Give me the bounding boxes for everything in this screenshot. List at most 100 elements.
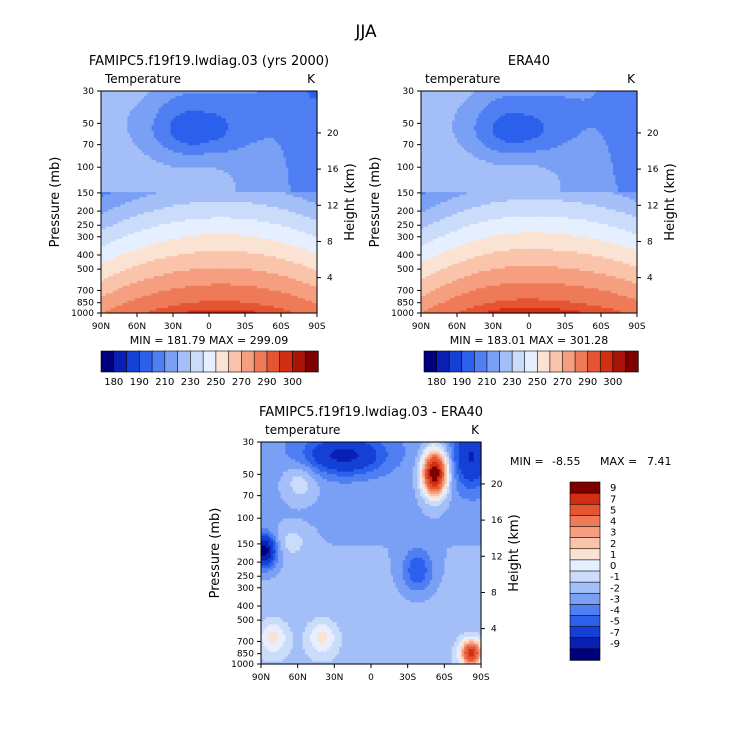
model-cell xyxy=(158,130,162,134)
model-cell xyxy=(139,197,143,201)
model-cell xyxy=(113,187,116,191)
model-cell xyxy=(245,152,248,156)
model-cell xyxy=(269,125,272,129)
model-cell xyxy=(297,142,301,146)
model-cell xyxy=(302,108,306,112)
model-cell xyxy=(180,110,184,114)
model-cell xyxy=(257,184,260,188)
model-cell xyxy=(185,118,188,122)
model-cell xyxy=(206,172,210,176)
model-cell xyxy=(211,118,215,122)
model-cell xyxy=(175,179,179,183)
model-cell xyxy=(237,184,241,188)
model-cell xyxy=(273,194,277,198)
model-cell xyxy=(276,91,280,95)
model-cell xyxy=(237,172,241,176)
model-cell xyxy=(101,93,104,97)
model-cell xyxy=(141,189,145,193)
model-cell xyxy=(197,91,200,95)
model-cell xyxy=(305,187,308,191)
model-cell xyxy=(134,147,138,151)
model-cell xyxy=(305,189,308,193)
model-cell xyxy=(288,91,292,95)
model-cell xyxy=(305,137,308,141)
model-cell xyxy=(206,182,210,186)
model-cell xyxy=(276,167,280,171)
model-cell xyxy=(156,152,160,156)
model-cell xyxy=(103,120,107,124)
model-cell xyxy=(290,194,294,198)
model-cell xyxy=(254,118,258,122)
model-cell xyxy=(218,123,222,127)
model-cell xyxy=(312,145,316,149)
model-cell xyxy=(141,192,145,196)
model-cell xyxy=(105,192,109,196)
model-cell xyxy=(206,98,210,102)
model-cell xyxy=(194,108,198,112)
model-cell xyxy=(288,160,292,164)
model-cell xyxy=(283,165,287,169)
model-cell xyxy=(266,182,270,186)
model-cell xyxy=(173,100,176,104)
model-cell xyxy=(276,93,280,97)
model-cell xyxy=(151,192,155,196)
model-cell xyxy=(242,142,246,146)
model-cell xyxy=(165,130,169,134)
model-cell xyxy=(105,125,109,129)
model-cell xyxy=(170,130,174,134)
model-cell xyxy=(153,118,157,122)
model-cell xyxy=(185,152,188,156)
model-cell xyxy=(146,91,150,95)
model-cell xyxy=(170,184,174,188)
model-cell xyxy=(161,135,164,139)
model-cell xyxy=(139,179,143,183)
model-cell xyxy=(168,110,172,114)
model-cell xyxy=(230,152,234,156)
model-cell xyxy=(230,98,234,102)
model-cell xyxy=(165,167,169,171)
model-cell xyxy=(117,110,121,114)
model-cell xyxy=(134,135,138,139)
model-cell xyxy=(129,187,133,191)
model-cell xyxy=(105,199,109,203)
model-cell xyxy=(156,192,160,196)
model-cell xyxy=(144,192,148,196)
model-cell xyxy=(108,177,112,181)
model-cell xyxy=(156,167,160,171)
model-cell xyxy=(149,110,152,114)
model-cell xyxy=(314,167,318,171)
model-cell xyxy=(305,155,308,159)
model-cell xyxy=(161,199,164,203)
model-cell xyxy=(233,95,236,99)
model-cell xyxy=(139,135,143,139)
model-cell xyxy=(151,172,155,176)
model-cell xyxy=(266,152,270,156)
model-cell xyxy=(158,135,162,139)
model-cell xyxy=(266,147,270,151)
model-cell xyxy=(194,194,198,198)
model-cell xyxy=(235,142,239,146)
model-cell xyxy=(228,184,232,188)
model-cell xyxy=(177,95,181,99)
model-cell xyxy=(249,140,253,144)
model-cell xyxy=(105,189,109,193)
model-cell xyxy=(165,135,169,139)
model-cell xyxy=(177,140,181,144)
model-cell xyxy=(113,140,116,144)
model-cell xyxy=(144,157,148,161)
model-cell xyxy=(206,118,210,122)
model-cell xyxy=(252,152,256,156)
model-cell xyxy=(237,147,241,151)
model-cell xyxy=(180,91,184,95)
model-cell xyxy=(281,189,284,193)
model-cell xyxy=(228,169,232,173)
model-cell xyxy=(156,162,160,166)
model-cell xyxy=(105,162,109,166)
model-cell xyxy=(204,172,208,176)
model-cell xyxy=(105,98,109,102)
model-cell xyxy=(182,194,186,198)
model-cell xyxy=(141,165,145,169)
model-cell xyxy=(137,142,140,146)
model-cell xyxy=(285,142,289,146)
model-cell xyxy=(161,172,164,176)
